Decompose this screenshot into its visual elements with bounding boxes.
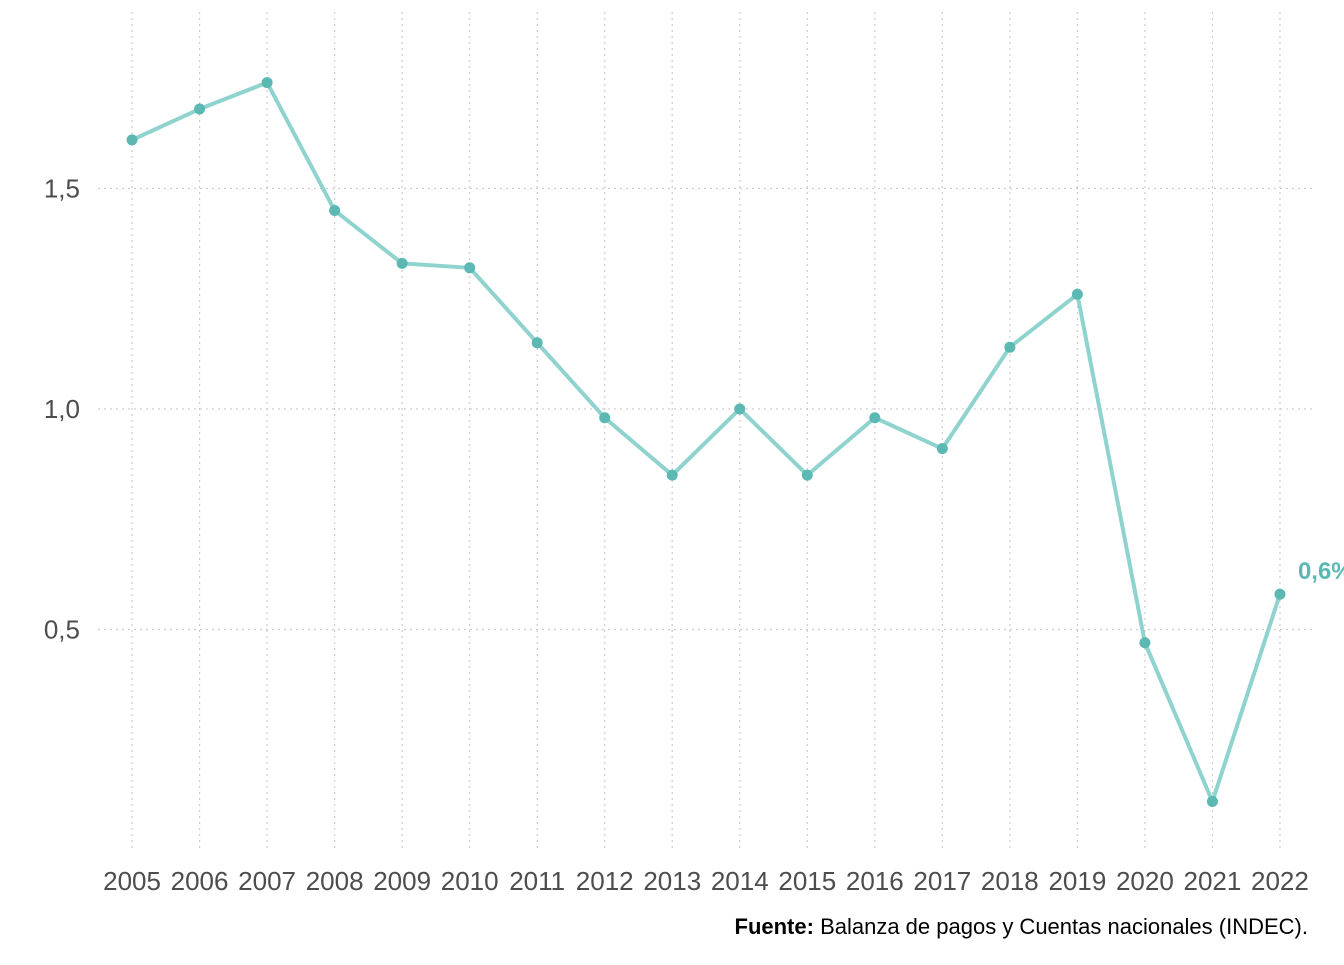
data-point: [194, 104, 205, 115]
data-point: [464, 262, 475, 273]
data-point: [869, 412, 880, 423]
x-tick-label: 2018: [981, 866, 1039, 896]
data-point: [329, 205, 340, 216]
x-tick-label: 2013: [643, 866, 701, 896]
data-point: [667, 470, 678, 481]
data-point: [1274, 589, 1285, 600]
x-tick-label: 2005: [103, 866, 161, 896]
data-point: [734, 403, 745, 414]
x-tick-label: 2021: [1184, 866, 1242, 896]
x-tick-label: 2010: [441, 866, 499, 896]
x-tick-label: 2022: [1251, 866, 1309, 896]
endpoint-value-text: 0,6%: [1298, 558, 1344, 585]
data-point: [1207, 796, 1218, 807]
series-line: [132, 83, 1280, 802]
source-text: Balanza de pagos y Cuentas nacionales (I…: [814, 914, 1308, 939]
x-tick-label: 2015: [778, 866, 836, 896]
y-tick-label: 0,5: [44, 614, 80, 644]
source-footer: Fuente: Balanza de pagos y Cuentas nacio…: [735, 914, 1309, 940]
x-tick-label: 2006: [171, 866, 229, 896]
line-chart: 2005 2006 2007 2008 2009 2010 2011 2012 2013 2014…: [0, 0, 1344, 960]
y-tick-label: 1,5: [44, 173, 80, 203]
data-point: [1004, 342, 1015, 353]
x-tick-label: 2009: [373, 866, 431, 896]
data-point: [937, 443, 948, 454]
data-point: [397, 258, 408, 269]
x-tick-label: 2020: [1116, 866, 1174, 896]
x-tick-label: 2008: [306, 866, 364, 896]
x-tick-label: 2014: [711, 866, 769, 896]
x-tick-label: 2016: [846, 866, 904, 896]
x-tick-label: 2007: [238, 866, 296, 896]
x-tick-label: 2019: [1048, 866, 1106, 896]
data-point: [1139, 637, 1150, 648]
x-tick-label: 2017: [913, 866, 971, 896]
source-prefix: Fuente:: [735, 914, 814, 939]
x-tick-label: 2011: [509, 866, 565, 896]
x-tick-label: 2012: [576, 866, 634, 896]
endpoint-value-label: 0,6%: [1298, 558, 1344, 586]
data-point: [599, 412, 610, 423]
chart-svg: 2005 2006 2007 2008 2009 2010 2011 2012 2013 2014…: [0, 0, 1344, 960]
y-tick-label: 1,0: [44, 394, 80, 424]
data-point: [532, 337, 543, 348]
data-point: [1072, 289, 1083, 300]
data-point: [262, 77, 273, 88]
data-point: [802, 470, 813, 481]
data-point: [127, 134, 138, 145]
